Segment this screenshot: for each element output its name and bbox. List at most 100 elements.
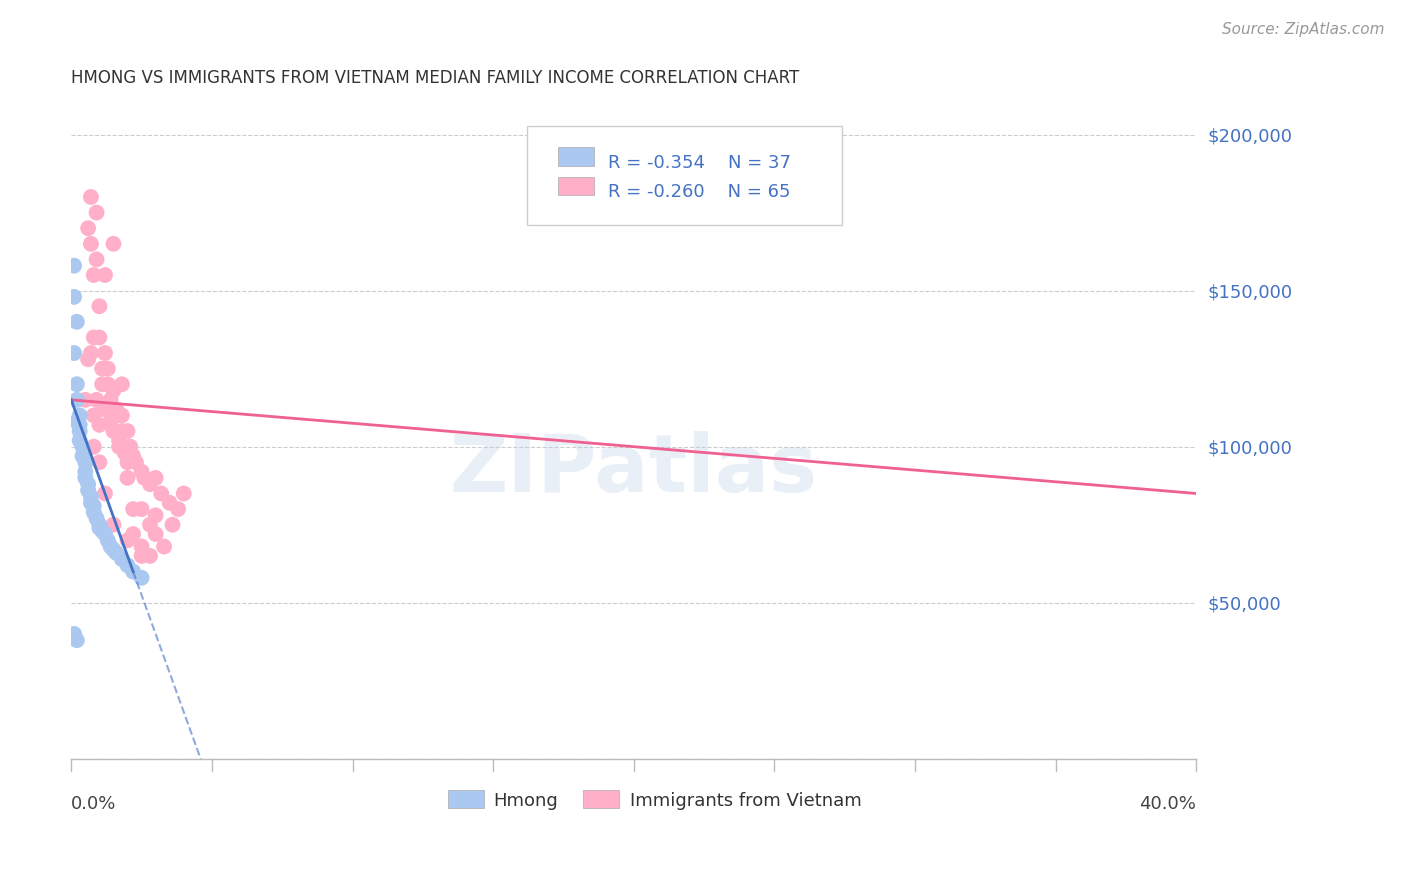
Point — [94, 527, 117, 541]
Text: Hmong: Hmong — [494, 792, 558, 810]
Point — [80, 346, 103, 360]
Point — [80, 236, 103, 251]
Point — [66, 633, 89, 648]
Point — [131, 540, 153, 554]
Point — [72, 449, 94, 463]
Point — [66, 392, 89, 407]
Point — [97, 361, 120, 376]
Point — [134, 471, 156, 485]
Point — [63, 346, 86, 360]
Point — [153, 540, 176, 554]
Point — [91, 524, 114, 538]
Point — [91, 361, 114, 376]
Point — [66, 377, 89, 392]
Text: R = -0.260    N = 65: R = -0.260 N = 65 — [607, 184, 790, 202]
Text: R = -0.354    N = 37: R = -0.354 N = 37 — [607, 153, 792, 172]
Point — [150, 486, 173, 500]
Point — [105, 546, 128, 560]
Point — [139, 549, 162, 563]
Point — [83, 499, 105, 513]
Point — [89, 521, 111, 535]
Point — [159, 496, 181, 510]
Point — [69, 417, 91, 432]
Point — [117, 533, 139, 548]
Point — [100, 392, 122, 407]
Point — [69, 424, 91, 438]
Point — [105, 409, 128, 423]
Point — [117, 424, 139, 438]
Point — [100, 415, 122, 429]
Point — [145, 471, 167, 485]
Text: 0.0%: 0.0% — [72, 795, 117, 813]
Point — [139, 477, 162, 491]
Point — [75, 465, 97, 479]
Point — [103, 236, 125, 251]
Point — [77, 483, 100, 498]
Point — [111, 377, 134, 392]
Point — [77, 477, 100, 491]
Point — [66, 415, 89, 429]
Point — [122, 527, 145, 541]
Bar — [449, 789, 484, 808]
Point — [89, 417, 111, 432]
Point — [131, 502, 153, 516]
Point — [94, 268, 117, 282]
Point — [97, 533, 120, 548]
Point — [80, 490, 103, 504]
Point — [103, 517, 125, 532]
Point — [111, 424, 134, 438]
Text: 40.0%: 40.0% — [1139, 795, 1197, 813]
Point — [89, 299, 111, 313]
Point — [80, 496, 103, 510]
FancyBboxPatch shape — [527, 127, 842, 225]
Point — [120, 440, 142, 454]
Point — [131, 465, 153, 479]
Point — [167, 502, 190, 516]
Point — [97, 377, 120, 392]
Point — [80, 190, 103, 204]
Point — [83, 409, 105, 423]
Point — [69, 409, 91, 423]
Point — [94, 346, 117, 360]
Point — [75, 392, 97, 407]
Point — [86, 511, 108, 525]
Bar — [558, 177, 595, 195]
Point — [83, 440, 105, 454]
Point — [108, 440, 131, 454]
Point — [83, 505, 105, 519]
Point — [89, 455, 111, 469]
Point — [122, 502, 145, 516]
Point — [86, 252, 108, 267]
Point — [111, 552, 134, 566]
Point — [83, 330, 105, 344]
Point — [103, 542, 125, 557]
Point — [103, 424, 125, 438]
Point — [86, 392, 108, 407]
Point — [131, 549, 153, 563]
Point — [77, 352, 100, 367]
Point — [94, 486, 117, 500]
Point — [105, 402, 128, 417]
Point — [63, 290, 86, 304]
Point — [111, 409, 134, 423]
Text: Immigrants from Vietnam: Immigrants from Vietnam — [630, 792, 862, 810]
Point — [66, 315, 89, 329]
Point — [75, 471, 97, 485]
Point — [162, 517, 184, 532]
Point — [63, 259, 86, 273]
Point — [139, 517, 162, 532]
Point — [89, 330, 111, 344]
Point — [91, 377, 114, 392]
Point — [117, 471, 139, 485]
Bar — [558, 147, 595, 166]
Point — [114, 446, 136, 460]
Point — [86, 205, 108, 219]
Point — [69, 434, 91, 448]
Point — [63, 627, 86, 641]
Point — [117, 558, 139, 573]
Point — [103, 384, 125, 398]
Point — [89, 517, 111, 532]
Point — [173, 486, 195, 500]
Point — [145, 508, 167, 523]
Point — [131, 571, 153, 585]
